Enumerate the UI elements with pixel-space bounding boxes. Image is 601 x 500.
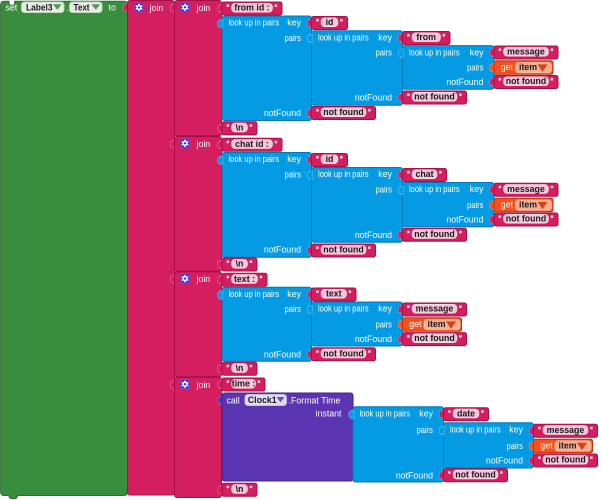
svg-text:message: message [547,425,585,435]
svg-text:not found: not found [455,469,496,479]
svg-text:key: key [470,184,484,194]
svg-text:notFound: notFound [264,108,301,118]
svg-text:notFound: notFound [264,349,301,359]
svg-text:item: item [559,440,577,450]
svg-text:pairs: pairs [285,33,302,43]
svg-text:Clock1: Clock1 [248,395,277,405]
svg-text:item: item [428,319,446,329]
svg-text:join: join [196,3,211,13]
svg-text:text :: text : [234,274,255,284]
svg-text:key: key [287,18,301,28]
svg-text:notFound: notFound [446,77,483,87]
svg-text:join: join [149,3,164,13]
svg-text:pairs: pairs [285,170,302,180]
svg-text:key: key [378,33,392,43]
svg-text:instant: instant [316,409,342,419]
svg-text:not found: not found [506,76,547,86]
svg-text:message: message [416,304,454,314]
svg-text:not found: not found [545,455,586,465]
svg-text:notFound: notFound [446,215,483,225]
svg-text:not found: not found [414,229,455,239]
svg-text:key: key [378,304,392,314]
svg-text:text: text [326,289,342,299]
svg-text:look up in pairs: look up in pairs [318,304,369,314]
svg-text:join: join [196,274,211,284]
svg-text:notFound: notFound [486,456,523,466]
svg-text:look up in pairs: look up in pairs [360,409,411,419]
svg-text:not found: not found [506,214,547,224]
svg-text:look up in pairs: look up in pairs [229,154,280,164]
svg-text:join: join [196,380,211,390]
svg-text:chat id :: chat id : [235,139,269,149]
svg-text:set: set [6,3,18,13]
svg-text:key: key [378,169,392,179]
svg-text:get: get [540,440,553,450]
svg-text:pairs: pairs [507,441,524,451]
svg-text:get: get [501,62,514,72]
svg-text:time :: time : [232,379,256,389]
svg-text:pairs: pairs [467,63,484,73]
svg-text:pairs: pairs [285,304,302,314]
svg-text:pairs: pairs [376,48,393,58]
svg-text:\n: \n [236,122,244,132]
svg-text:pairs: pairs [376,319,393,329]
svg-text:look up in pairs: look up in pairs [229,289,280,299]
svg-text:pairs: pairs [417,425,434,435]
svg-text:not found: not found [323,107,364,117]
svg-text:pairs: pairs [376,185,393,195]
svg-text:from id :: from id : [234,3,269,13]
svg-text:message: message [507,47,545,57]
svg-text:key: key [287,289,301,299]
svg-text:key: key [509,425,523,435]
svg-text:\n: \n [236,484,244,494]
svg-text:join: join [196,139,211,149]
svg-text:to: to [109,3,116,13]
svg-text:not found: not found [323,245,364,255]
svg-text:look up in pairs: look up in pairs [409,184,460,194]
svg-text:notFound: notFound [396,470,433,480]
svg-text:look up in pairs: look up in pairs [318,33,369,43]
svg-text:key: key [287,154,301,164]
svg-text:get: get [501,200,514,210]
svg-text:key: key [470,47,484,57]
svg-text:notFound: notFound [264,245,301,255]
svg-text:from: from [416,32,436,42]
svg-text:look up in pairs: look up in pairs [318,169,369,179]
svg-text:item: item [519,200,537,210]
svg-text:look up in pairs: look up in pairs [450,425,501,435]
svg-text:item: item [519,62,537,72]
svg-text:chat: chat [415,169,433,179]
svg-text:notFound: notFound [355,334,392,344]
svg-text:key: key [419,409,433,419]
svg-text:\n: \n [236,363,244,373]
svg-text:not found: not found [414,333,455,343]
svg-text:date: date [457,408,475,418]
svg-text:not found: not found [414,92,455,102]
svg-text:.: . [66,3,68,13]
svg-text:look up in pairs: look up in pairs [409,47,460,57]
svg-text:get: get [409,319,422,329]
svg-text:.Format Time: .Format Time [289,395,341,405]
svg-text:\n: \n [236,259,244,269]
svg-text:look up in pairs: look up in pairs [229,18,280,28]
svg-text:not found: not found [323,348,364,358]
svg-text:message: message [507,184,545,194]
svg-text:call: call [227,395,240,405]
svg-text:notFound: notFound [355,230,392,240]
svg-text:notFound: notFound [355,93,392,103]
svg-text:id: id [326,154,334,164]
svg-text:Text: Text [74,2,90,12]
svg-text:pairs: pairs [467,200,484,210]
svg-text:Label3: Label3 [26,2,53,12]
svg-text:id: id [326,17,334,27]
